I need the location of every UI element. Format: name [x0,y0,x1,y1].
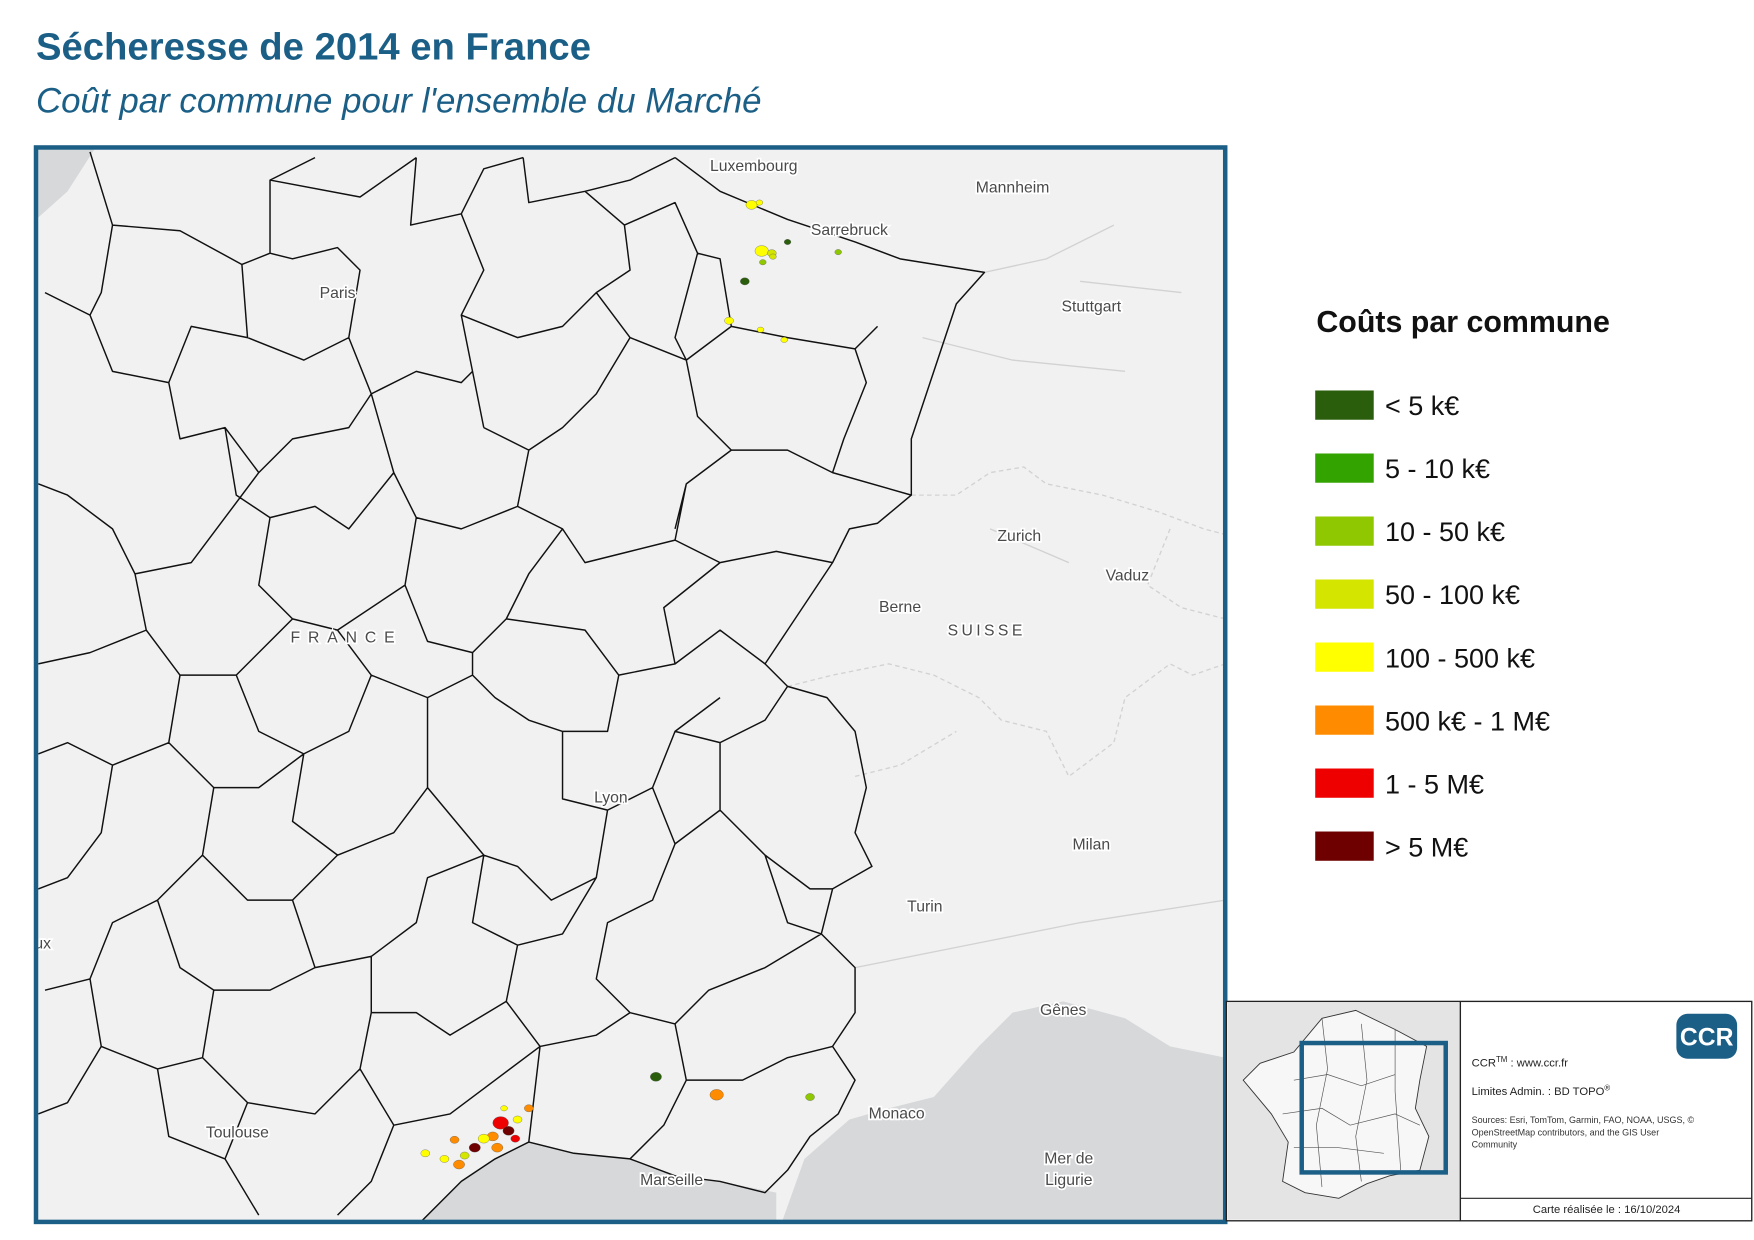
commune [724,316,734,325]
commune [524,1104,534,1113]
sea [420,1142,777,1222]
national-border [419,157,986,1222]
commune [420,1149,430,1158]
commune [439,1155,450,1163]
limits: Limites Admin. : BD TOPO® [1472,1083,1611,1098]
logo-text: CCR [1680,1024,1734,1051]
commune [491,1142,504,1153]
commune [453,1159,465,1170]
legend-swatch [1315,579,1374,609]
legend-title: Coûts par commune [1316,306,1610,339]
legend-swatch [1315,705,1374,735]
communes [420,199,842,1170]
legend-label: < 5 k€ [1385,391,1459,421]
commune [468,1142,481,1153]
place-label: Milan [1073,837,1111,854]
place-label: Gênes [1040,1002,1087,1019]
legend-label: 50 - 100 k€ [1385,580,1520,610]
place-label: SUISSE [948,623,1026,640]
legend-label: > 5 M€ [1385,832,1468,862]
sources-line: OpenStreetMap contributors, and the GIS … [1472,1127,1660,1137]
legend-swatch [1315,768,1374,798]
commune [510,1134,520,1143]
place-label: Toulouse [206,1125,269,1142]
sources-line: Sources: Esri, TomTom, Garmin, FAO, NOAA… [1472,1115,1695,1125]
sea [36,147,96,220]
commune [492,1116,509,1130]
legend-swatch [1315,390,1374,420]
legend-swatch [1315,516,1374,546]
place-label: Mer de [1044,1150,1093,1167]
credit: CCRTM : www.ccr.fr [1472,1055,1569,1070]
sources: Sources: Esri, TomTom, Garmin, FAO, NOAA… [1472,1115,1695,1150]
map-frame [33,145,1228,1225]
place-label: FRANCE [291,630,403,647]
title: Sécheresse de 2014 en France [36,26,591,69]
legend-swatch [1315,642,1374,672]
subtitle: Coût par commune pour l'ensemble du Marc… [36,82,762,121]
place-label: ux [34,936,51,953]
info-box: CCR CCRTM : www.ccr.fr Limites Admin. : … [1225,1000,1753,1222]
place-label: Zurich [997,528,1041,545]
legend-label: 1 - 5 M€ [1385,769,1484,799]
legend-label: 100 - 500 k€ [1385,643,1535,673]
sea [781,1001,1226,1222]
minimap-extent [1299,1040,1448,1175]
place-label: Sarrebruck [811,222,888,239]
limits-text: Limites Admin. : BD TOPO [1472,1086,1605,1098]
commune [754,245,769,257]
place-label: Marseille [640,1172,703,1189]
place-label: Paris [320,285,356,302]
legend-swatch [1315,453,1374,483]
place-label: Monaco [869,1105,925,1122]
commune [745,200,758,210]
commune [755,199,763,206]
place-label: Stuttgart [1062,299,1122,316]
foreign-border [854,224,1226,969]
department-borders [37,151,912,1216]
commune [502,1126,515,1136]
legend-label: 10 - 50 k€ [1385,517,1505,547]
place-label: Luxembourg [710,158,798,175]
place-label: Vaduz [1106,568,1150,585]
commune [709,1089,724,1101]
commune [784,239,792,245]
trademark: TM [1496,1055,1507,1064]
legend-label: 5 - 10 k€ [1385,454,1490,484]
commune [512,1115,523,1124]
swiss-border [787,466,1226,778]
place-labels: Luxembourg Mannheim Sarrebruck Paris Stuttga… [34,156,1151,1190]
commune [834,249,842,255]
commune [759,259,767,266]
minimap-france [1242,1009,1430,1199]
sources-line: Community [1472,1140,1518,1150]
credit-name: CCR [1472,1058,1496,1070]
place-label: Lyon [594,789,628,806]
commune [500,1105,508,1112]
legend: Coûts par commune < 5 k€ 5 - 10 k€ 10 - 50… [1315,306,1610,862]
commune [769,253,777,260]
minimap-departments [1282,1018,1420,1188]
map: Luxembourg Mannheim Sarrebruck Paris Stuttga… [33,145,1228,1225]
commune [780,336,788,343]
commune [477,1133,490,1144]
place-label: Ligurie [1045,1172,1093,1189]
legend-label: 500 k€ - 1 M€ [1385,706,1550,736]
commune [459,1151,470,1160]
place-label: Berne [879,599,921,616]
logo [1676,1013,1738,1059]
place-label: Mannheim [976,179,1050,196]
commune [449,1136,460,1144]
commune [757,326,765,333]
commune [740,277,750,286]
legend-swatch [1315,831,1374,861]
registered: ® [1604,1083,1610,1092]
commune [650,1072,662,1082]
commune [805,1093,815,1101]
date: Carte réalisée le : 16/10/2024 [1533,1204,1681,1216]
credit-site: : www.ccr.fr [1507,1058,1568,1070]
place-label: Turin [907,898,942,915]
